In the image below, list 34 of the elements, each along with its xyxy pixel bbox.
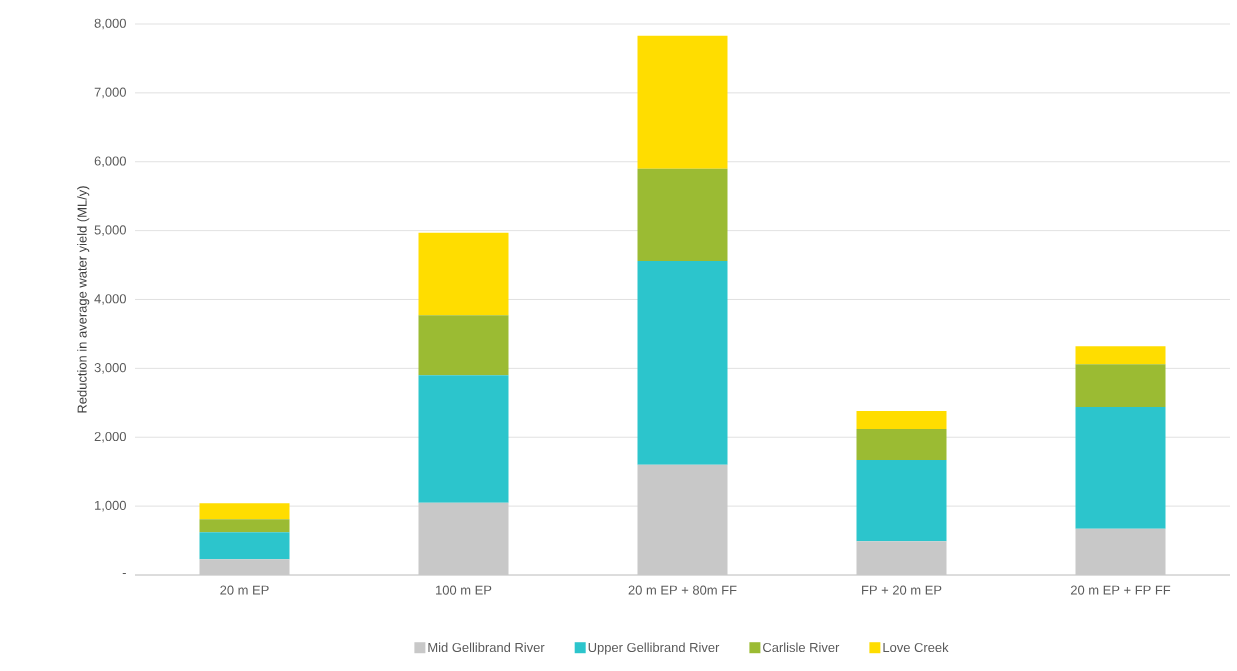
bar bbox=[637, 35, 728, 169]
bar bbox=[418, 232, 509, 316]
legend-label: Upper Gellibrand River bbox=[588, 642, 720, 655]
bar bbox=[199, 532, 290, 560]
bar bbox=[1075, 406, 1166, 529]
bar bbox=[856, 428, 947, 460]
bar bbox=[199, 503, 290, 520]
x-tick-label: 20 m EP + FP FF bbox=[1070, 585, 1171, 595]
y-tick-label: - bbox=[122, 573, 126, 575]
y-tick-label: 1,000 bbox=[95, 500, 126, 512]
bar bbox=[637, 168, 728, 261]
y-tick-label: 8,000 bbox=[94, 18, 126, 30]
x-tick-label: FP + 20 m EP bbox=[862, 585, 942, 595]
bar bbox=[418, 375, 509, 503]
legend-label: Carlisle River bbox=[763, 642, 840, 653]
legend-label: Love Creek bbox=[883, 642, 949, 653]
bar bbox=[418, 315, 509, 376]
y-tick-label: 7,000 bbox=[94, 87, 126, 99]
y-tick-label: 6,000 bbox=[94, 156, 126, 168]
y-tick-label: 3,000 bbox=[94, 363, 126, 374]
y-tick-label: 5,000 bbox=[94, 225, 126, 236]
y-tick-label: 4,000 bbox=[94, 294, 126, 305]
legend-label: Mid Gellibrand River bbox=[428, 642, 545, 653]
bar bbox=[1075, 364, 1166, 407]
x-tick-label: 20 m EP bbox=[220, 585, 269, 595]
bar bbox=[856, 459, 947, 542]
x-tick-label: 20 m EP + 80m FF bbox=[628, 585, 737, 595]
bar bbox=[199, 519, 290, 533]
bar bbox=[637, 260, 728, 465]
bar bbox=[1075, 346, 1166, 365]
x-tick-label: 100 m EP bbox=[436, 585, 492, 595]
bar bbox=[856, 411, 947, 429]
y-tick-label: 2,000 bbox=[94, 431, 126, 443]
y-axis-title: Reduction in average water yield (ML/y) bbox=[77, 186, 90, 413]
